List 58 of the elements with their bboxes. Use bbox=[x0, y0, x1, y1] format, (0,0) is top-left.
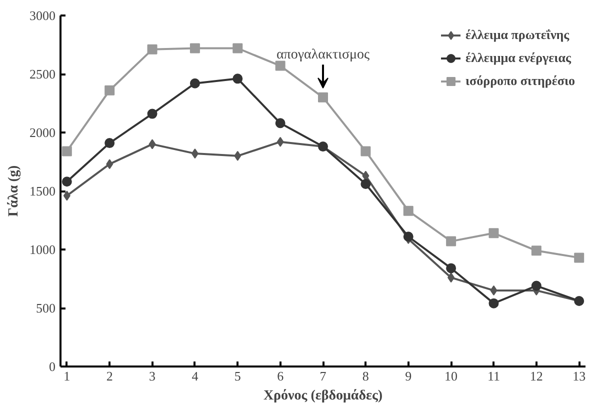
legend-label: έλλειμα πρωτεΐνης bbox=[466, 27, 570, 43]
y-tick-label: 0 bbox=[49, 359, 56, 374]
point bbox=[147, 108, 158, 119]
point bbox=[106, 159, 114, 170]
x-tick-label: 11 bbox=[487, 368, 500, 384]
y-axis-title: Γάλα (g) bbox=[6, 165, 22, 217]
point bbox=[403, 206, 414, 216]
x-tick-label: 7 bbox=[320, 368, 327, 384]
point bbox=[446, 263, 456, 274]
y-tick-label: 1500 bbox=[30, 184, 56, 198]
y-tick-label: 500 bbox=[36, 300, 56, 316]
x-tick-label: 13 bbox=[572, 368, 586, 384]
annotation: απογαλακτισμος bbox=[276, 48, 370, 63]
y-tick-label: 3000 bbox=[30, 8, 56, 23]
point bbox=[448, 272, 455, 283]
point bbox=[360, 178, 371, 189]
x-tick-label: 8 bbox=[362, 368, 369, 384]
point bbox=[276, 136, 284, 147]
point bbox=[104, 85, 115, 96]
point bbox=[190, 43, 200, 54]
x-tick-label: 4 bbox=[192, 368, 199, 384]
point bbox=[232, 74, 243, 84]
point bbox=[488, 298, 499, 308]
point bbox=[531, 246, 542, 256]
point bbox=[104, 138, 115, 148]
point bbox=[191, 148, 198, 159]
point bbox=[62, 176, 72, 187]
point bbox=[148, 139, 156, 150]
point bbox=[446, 236, 456, 246]
point bbox=[63, 190, 70, 201]
point bbox=[234, 150, 242, 161]
x-tick-label: 9 bbox=[405, 368, 412, 384]
point bbox=[531, 280, 542, 291]
point bbox=[275, 60, 286, 71]
x-tick-label: 5 bbox=[234, 368, 241, 384]
point bbox=[362, 170, 370, 181]
x-tick-label: 1 bbox=[64, 368, 70, 384]
point bbox=[360, 146, 371, 156]
y-tick-label: 1000 bbox=[30, 242, 56, 257]
x-tick-label: 12 bbox=[530, 368, 543, 384]
legend-label: ισόρροπο σιτηρέσιο bbox=[466, 73, 575, 89]
point bbox=[488, 228, 499, 238]
point bbox=[574, 252, 584, 263]
point bbox=[62, 146, 72, 156]
y-tick-label: 2500 bbox=[30, 66, 56, 82]
point bbox=[318, 92, 328, 102]
x-tick-label: 6 bbox=[277, 368, 284, 384]
x-tick-label: 10 bbox=[444, 368, 458, 384]
point bbox=[232, 43, 243, 54]
point bbox=[275, 118, 286, 128]
x-tick-label: 3 bbox=[149, 368, 156, 384]
x-axis-title: Χρόνος (εβδομάδες) bbox=[263, 388, 383, 404]
x-tick-label: 2 bbox=[106, 368, 113, 384]
legend-label: έλλειμμα ενέργειας bbox=[466, 50, 571, 66]
y-tick-label: 2000 bbox=[30, 125, 56, 140]
point bbox=[190, 78, 200, 88]
point bbox=[147, 44, 158, 54]
point bbox=[490, 285, 498, 296]
